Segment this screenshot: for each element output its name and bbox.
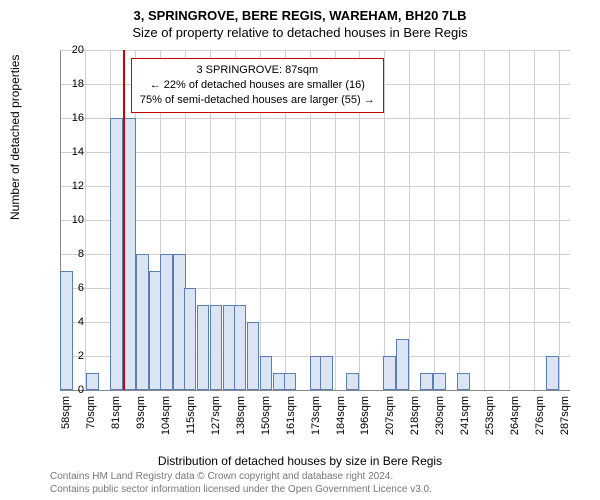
grid-line [534, 50, 535, 390]
x-tick-label: 58sqm [60, 396, 72, 436]
grid-line [60, 186, 570, 187]
histogram-bar [110, 118, 123, 390]
x-tick-label: 184sqm [335, 396, 347, 436]
x-tick-label: 264sqm [509, 396, 521, 436]
histogram-bar [396, 339, 409, 390]
x-tick-label: 150sqm [260, 396, 272, 436]
histogram-bar [210, 305, 223, 390]
grid-line [459, 50, 460, 390]
x-tick-label: 276sqm [534, 396, 546, 436]
y-tick-label: 0 [44, 384, 84, 396]
grid-line [60, 220, 570, 221]
y-tick-label: 14 [44, 146, 84, 158]
x-tick-label: 253sqm [484, 396, 496, 436]
grid-line [434, 50, 435, 390]
histogram-bar [433, 373, 446, 390]
grid-line [484, 50, 485, 390]
x-tick-label: 218sqm [409, 396, 421, 436]
grid-line [60, 152, 570, 153]
grid-line [409, 50, 410, 390]
x-tick-label: 230sqm [434, 396, 446, 436]
histogram-bar [160, 254, 173, 390]
y-axis-label: Number of detached properties [8, 55, 22, 220]
footer-line-1: Contains HM Land Registry data © Crown c… [50, 471, 432, 484]
y-tick-label: 4 [44, 316, 84, 328]
x-axis-line [60, 390, 570, 391]
property-marker-line [123, 50, 125, 390]
histogram-bar [284, 373, 297, 390]
chart-container: 3, SPRINGROVE, BERE REGIS, WAREHAM, BH20… [0, 0, 600, 500]
histogram-bar [136, 254, 149, 390]
x-tick-label: 287sqm [559, 396, 571, 436]
histogram-bar [420, 373, 433, 390]
annotation-box: 3 SPRINGROVE: 87sqm← 22% of detached hou… [131, 58, 384, 113]
grid-line [60, 50, 570, 51]
annotation-line: ← 22% of detached houses are smaller (16… [140, 78, 375, 93]
footer-line-2: Contains public sector information licen… [50, 484, 432, 497]
x-tick-label: 104sqm [160, 396, 172, 436]
grid-line [85, 50, 86, 390]
x-tick-label: 127sqm [210, 396, 222, 436]
x-tick-label: 115sqm [185, 396, 197, 436]
y-tick-label: 8 [44, 248, 84, 260]
x-tick-label: 196sqm [359, 396, 371, 436]
x-tick-label: 161sqm [285, 396, 297, 436]
x-tick-label: 70sqm [85, 396, 97, 436]
grid-line [509, 50, 510, 390]
histogram-bar [546, 356, 559, 390]
annotation-line: 3 SPRINGROVE: 87sqm [140, 63, 375, 78]
grid-line [60, 118, 570, 119]
x-tick-label: 173sqm [310, 396, 322, 436]
chart-subtitle: Size of property relative to detached ho… [0, 25, 600, 40]
histogram-bar [86, 373, 99, 390]
y-tick-label: 20 [44, 44, 84, 56]
histogram-bar [234, 305, 247, 390]
chart-title: 3, SPRINGROVE, BERE REGIS, WAREHAM, BH20… [0, 0, 600, 23]
histogram-bar [247, 322, 260, 390]
x-tick-label: 81sqm [110, 396, 122, 436]
histogram-bar [320, 356, 333, 390]
x-tick-label: 138sqm [235, 396, 247, 436]
y-tick-label: 6 [44, 282, 84, 294]
x-tick-label: 93sqm [135, 396, 147, 436]
x-tick-label: 207sqm [384, 396, 396, 436]
grid-line [384, 50, 385, 390]
y-tick-label: 2 [44, 350, 84, 362]
plot-area: 3 SPRINGROVE: 87sqm← 22% of detached hou… [60, 50, 570, 390]
histogram-bar [260, 356, 273, 390]
x-tick-label: 241sqm [459, 396, 471, 436]
histogram-bar [457, 373, 470, 390]
y-tick-label: 10 [44, 214, 84, 226]
histogram-bar [346, 373, 359, 390]
x-axis-label: Distribution of detached houses by size … [0, 454, 600, 468]
annotation-line: 75% of semi-detached houses are larger (… [140, 93, 375, 108]
y-tick-label: 18 [44, 78, 84, 90]
histogram-bar [383, 356, 396, 390]
grid-line [559, 50, 560, 390]
footer-attribution: Contains HM Land Registry data © Crown c… [50, 471, 432, 496]
histogram-bar [197, 305, 210, 390]
histogram-bar [184, 288, 197, 390]
y-tick-label: 16 [44, 112, 84, 124]
y-tick-label: 12 [44, 180, 84, 192]
